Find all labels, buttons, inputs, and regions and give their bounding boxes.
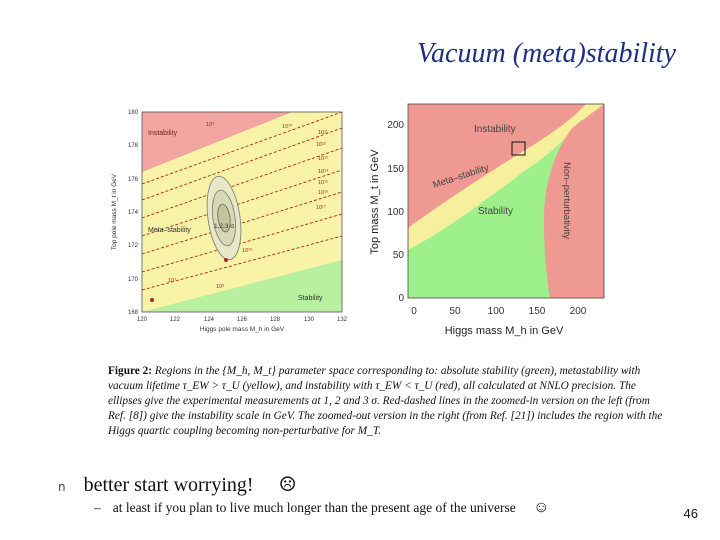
y-tick: 180 <box>128 110 139 116</box>
y-tick: 176 <box>128 177 139 183</box>
scale-label: 10¹⁶ <box>318 189 328 196</box>
region-label-stability: Stability <box>298 295 323 302</box>
x-tick: 50 <box>449 306 461 317</box>
y-axis-label: Top mass M_t in GeV <box>369 149 381 255</box>
point-marker <box>150 298 154 302</box>
region-label-metastability: Meta–stability <box>148 227 191 234</box>
y-tick: 178 <box>128 143 139 149</box>
y-tick: 172 <box>128 243 139 249</box>
x-axis-label: Higgs mass M_h in GeV <box>445 325 564 337</box>
y-tick: 174 <box>128 210 139 216</box>
y-tick: 200 <box>387 120 404 131</box>
x-axis-label: Higgs pole mass M_h in GeV <box>200 326 285 333</box>
scale-line <box>142 127 342 201</box>
metastability-region <box>142 112 342 312</box>
y-axis-label: Top pole mass M_t in GeV <box>111 173 118 250</box>
y-tick: 100 <box>387 207 404 218</box>
scale-line <box>142 147 342 219</box>
page-number: 46 <box>683 506 698 521</box>
bullet-text: better start worrying! <box>83 474 254 496</box>
x-tick: 126 <box>237 317 248 323</box>
x-tick: 124 <box>204 317 215 323</box>
point-marker <box>224 258 228 262</box>
slide-title: Vacuum (meta)stability <box>417 38 676 69</box>
region-label-non-perturbativity: Non–perturbativity <box>561 162 572 239</box>
smiley-face-icon: ☺ <box>533 499 550 516</box>
x-tick: 200 <box>570 306 587 317</box>
y-tick: 168 <box>128 310 139 316</box>
scale-line <box>142 112 342 185</box>
ellipse-1sigma <box>217 203 231 233</box>
scale-label: 10⁸ <box>216 283 224 290</box>
x-tick: 122 <box>170 317 181 323</box>
left-stability-plot: Instability Meta–stability Stability 1,2… <box>111 110 348 333</box>
y-tick: 50 <box>393 250 405 261</box>
scale-line <box>142 235 342 291</box>
ellipse-label: 1,2,3 σ <box>214 223 234 230</box>
scale-label: 10¹⁴ <box>318 168 329 175</box>
zoom-box <box>511 141 526 156</box>
figure-caption: Figure 2: Regions in the {M_h, M_t} para… <box>108 364 668 439</box>
sad-face-icon: ☹ <box>278 474 297 496</box>
region-label-instability: Instability <box>474 124 516 135</box>
x-tick: 132 <box>337 317 348 323</box>
scale-line <box>142 169 342 237</box>
caption-label: Figure 2: <box>108 365 153 377</box>
region-label-instability: Instability <box>148 130 178 137</box>
scale-label: 10¹⁰ <box>282 123 293 130</box>
x-tick: 100 <box>488 306 505 317</box>
y-tick: 0 <box>398 293 404 304</box>
scale-label: 10¹¹ <box>318 130 328 136</box>
x-tick: 128 <box>270 317 281 323</box>
instability-region <box>142 112 342 172</box>
x-tick: 0 <box>411 306 417 317</box>
scale-label: 10¹⁹ <box>242 247 252 254</box>
sub-bullet-text: at least if you plan to live much longer… <box>112 500 516 515</box>
y-tick: 150 <box>387 164 404 175</box>
scale-label: 10¹⁵ <box>318 179 328 186</box>
region-label-stability: Stability <box>478 206 513 217</box>
caption-text: Regions in the {M_h, M_t} parameter spac… <box>108 365 663 437</box>
scale-label: 10¹⁷ <box>316 204 326 211</box>
scale-label: 10¹³ <box>318 156 328 162</box>
y-tick: 170 <box>128 277 139 283</box>
scale-label: 10¹² <box>316 142 326 148</box>
dash-marker-icon: – <box>94 500 101 515</box>
right-stability-plot: Instability Meta–stability Stability Non… <box>369 103 605 337</box>
bullet-marker-icon: n <box>58 480 66 494</box>
sub-bullet-item: – at least if you plan to live much longe… <box>94 499 549 517</box>
x-tick: 130 <box>304 317 315 323</box>
x-tick: 150 <box>529 306 546 317</box>
scale-label: 10⁷ <box>168 277 176 284</box>
bullet-item: n better start worrying! ☹ <box>58 472 297 497</box>
x-tick: 120 <box>137 317 148 323</box>
scale-label: 10⁹ <box>206 121 214 128</box>
non-perturbativity-region <box>544 104 604 298</box>
